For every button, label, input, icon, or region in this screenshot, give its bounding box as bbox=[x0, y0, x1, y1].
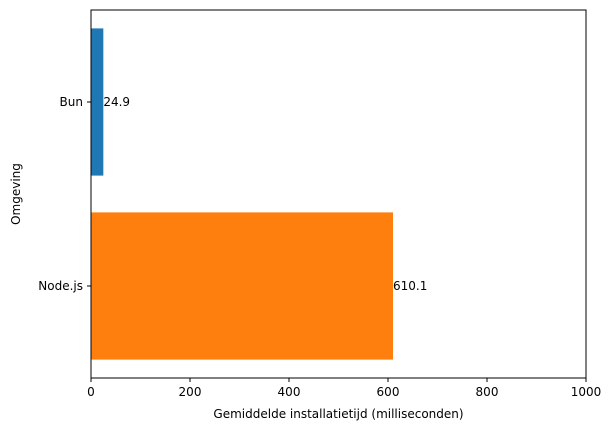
x-axis-title: Gemiddelde installatietijd (milliseconde… bbox=[213, 407, 463, 421]
x-tick-label: 400 bbox=[278, 385, 301, 399]
bar-node-js bbox=[91, 212, 393, 360]
x-tick-label: 800 bbox=[476, 385, 499, 399]
value-label-bun: 24.9 bbox=[103, 95, 130, 109]
value-label-node-js: 610.1 bbox=[393, 279, 427, 293]
plot-frame bbox=[90, 9, 587, 379]
y-axis: Bun Node.js bbox=[38, 95, 91, 293]
bar-bun bbox=[91, 28, 104, 176]
x-tick-label: 0 bbox=[87, 385, 95, 399]
x-tick-label: 1000 bbox=[571, 385, 602, 399]
bars-group bbox=[91, 28, 393, 360]
y-tick-label-node-js: Node.js bbox=[38, 279, 83, 293]
x-tick-label: 200 bbox=[179, 385, 202, 399]
y-axis-title: Omgeving bbox=[9, 163, 23, 225]
x-axis: 0 200 400 600 800 1000 bbox=[87, 378, 601, 399]
y-tick-label-bun: Bun bbox=[60, 95, 83, 109]
value-labels-group: 24.9 610.1 bbox=[103, 95, 427, 293]
x-tick-label: 600 bbox=[377, 385, 400, 399]
